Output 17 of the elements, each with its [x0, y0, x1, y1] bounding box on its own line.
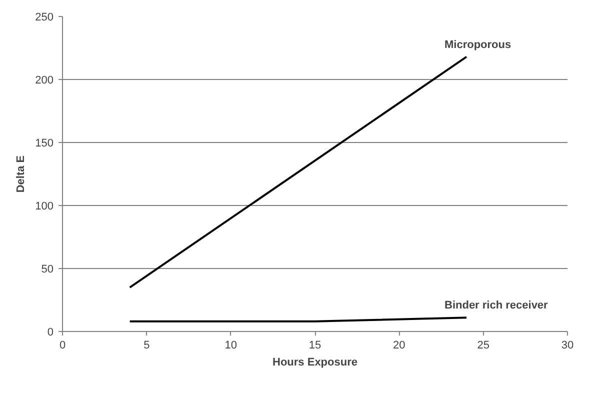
- y-tick-label: 100: [35, 200, 54, 212]
- y-axis-title: Delta E: [15, 155, 28, 193]
- x-tick-label: 0: [59, 340, 66, 352]
- series-label: Binder rich receiver: [444, 300, 549, 312]
- y-tick-label: 0: [47, 326, 54, 338]
- x-axis-title: Hours Exposure: [272, 356, 358, 368]
- x-tick-label: 20: [393, 340, 406, 352]
- y-tick-label: 150: [35, 138, 54, 150]
- x-tick-label: 10: [224, 340, 237, 352]
- x-tick-label: 15: [308, 340, 322, 352]
- y-tick-label: 250: [35, 12, 54, 24]
- y-tick-label: 200: [35, 74, 54, 86]
- x-tick-label: 25: [477, 340, 490, 352]
- x-tick-label: 5: [144, 340, 150, 352]
- series-label: Microporous: [444, 38, 512, 51]
- x-tick-label: 30: [561, 340, 574, 352]
- y-tick-label: 50: [41, 264, 54, 276]
